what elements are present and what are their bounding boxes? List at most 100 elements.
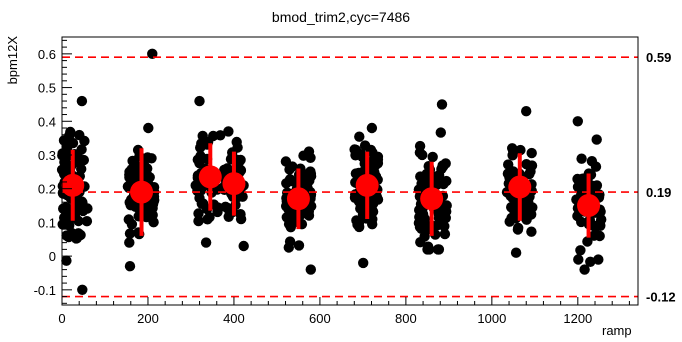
x-tick-label: 1200 bbox=[563, 311, 592, 326]
data-point bbox=[504, 216, 515, 227]
data-point bbox=[76, 144, 87, 155]
data-point bbox=[591, 134, 602, 145]
data-point bbox=[124, 261, 136, 272]
reference-label: -0.12 bbox=[646, 290, 676, 305]
reference-lines: 0.59 0.19 -0.12 bbox=[62, 50, 676, 305]
y-tick-label: 0.6 bbox=[38, 47, 56, 62]
data-point bbox=[280, 156, 292, 167]
data-point bbox=[202, 214, 213, 225]
data-point bbox=[417, 149, 428, 161]
data-point bbox=[82, 203, 93, 214]
x-tick-label: 800 bbox=[395, 311, 417, 326]
data-point bbox=[527, 202, 538, 213]
data-point bbox=[358, 257, 369, 269]
data-point bbox=[197, 130, 208, 142]
x-tick-label: 600 bbox=[309, 311, 331, 326]
data-point bbox=[223, 126, 234, 137]
y-tick-label: 0.5 bbox=[38, 81, 56, 96]
data-point bbox=[432, 220, 443, 231]
x-tick-label: 200 bbox=[137, 311, 159, 326]
y-tick-label: 0.3 bbox=[38, 148, 56, 163]
data-point bbox=[575, 245, 586, 256]
data-point bbox=[76, 95, 88, 107]
data-point bbox=[585, 256, 596, 267]
data-point bbox=[192, 154, 203, 165]
data-point bbox=[220, 201, 231, 212]
data-points bbox=[56, 48, 607, 295]
data-point bbox=[143, 122, 154, 134]
y-tick-label: 0.2 bbox=[38, 182, 56, 197]
data-point bbox=[78, 154, 90, 166]
y-tick-label: 0 bbox=[49, 249, 56, 264]
data-point bbox=[582, 236, 593, 247]
data-point bbox=[367, 214, 378, 225]
data-point bbox=[193, 208, 204, 219]
chart-title: bmod_trim2,cyc=7486 bbox=[272, 9, 410, 25]
data-point bbox=[232, 142, 243, 153]
mean-marker bbox=[508, 175, 532, 199]
data-point bbox=[142, 152, 153, 163]
data-point bbox=[510, 247, 522, 258]
data-point bbox=[212, 202, 224, 213]
y-axis-title: bpm12X bbox=[5, 36, 20, 85]
data-point bbox=[573, 254, 584, 265]
data-point bbox=[423, 241, 434, 252]
data-point bbox=[284, 164, 295, 175]
data-point bbox=[414, 140, 426, 152]
y-tick-label: 0.1 bbox=[38, 215, 56, 230]
data-point bbox=[513, 222, 524, 234]
data-point bbox=[194, 95, 205, 107]
plot-frame bbox=[61, 36, 639, 306]
x-tick-label: 0 bbox=[58, 311, 65, 326]
data-point bbox=[73, 215, 84, 227]
data-point bbox=[354, 131, 365, 142]
data-point bbox=[147, 209, 158, 221]
data-point bbox=[287, 214, 299, 225]
mean-marker bbox=[198, 165, 222, 189]
data-point bbox=[433, 244, 445, 255]
data-point bbox=[238, 240, 249, 252]
data-point bbox=[79, 135, 90, 147]
data-point bbox=[215, 130, 226, 141]
data-point bbox=[71, 233, 83, 244]
data-point bbox=[305, 264, 316, 275]
data-point bbox=[526, 147, 537, 159]
data-point bbox=[596, 214, 607, 225]
x-tick-label: 1000 bbox=[477, 311, 506, 326]
reference-label: 0.19 bbox=[646, 185, 671, 200]
data-point bbox=[590, 161, 602, 172]
data-point bbox=[508, 166, 519, 177]
axes: 0 200 400 600 800 1000 1200-0.100.10.20.30.40.… bbox=[34, 39, 630, 326]
data-point bbox=[507, 150, 518, 161]
data-point bbox=[76, 196, 88, 207]
mean-marker bbox=[222, 172, 246, 196]
data-point bbox=[124, 228, 136, 239]
x-axis-title: ramp bbox=[602, 323, 632, 338]
data-point bbox=[579, 264, 590, 275]
data-point bbox=[370, 160, 381, 171]
data-point bbox=[350, 144, 362, 156]
mean-marker bbox=[61, 173, 85, 197]
data-point bbox=[284, 174, 296, 185]
data-point bbox=[61, 255, 72, 266]
data-point bbox=[222, 163, 233, 174]
data-point bbox=[436, 99, 448, 110]
data-point bbox=[416, 178, 427, 189]
data-point bbox=[124, 169, 135, 180]
data-point bbox=[293, 240, 305, 251]
mean-markers bbox=[61, 143, 601, 238]
data-point bbox=[417, 209, 429, 220]
mean-marker bbox=[286, 187, 310, 211]
data-point bbox=[526, 226, 537, 237]
data-point bbox=[419, 231, 430, 242]
data-point bbox=[366, 122, 378, 134]
data-point bbox=[235, 209, 246, 220]
data-point bbox=[283, 242, 294, 253]
data-point bbox=[65, 126, 76, 138]
data-point bbox=[81, 216, 93, 227]
y-tick-label: -0.1 bbox=[34, 283, 56, 298]
x-tick-label: 400 bbox=[223, 311, 245, 326]
data-point bbox=[354, 221, 365, 233]
mean-marker bbox=[355, 173, 379, 197]
